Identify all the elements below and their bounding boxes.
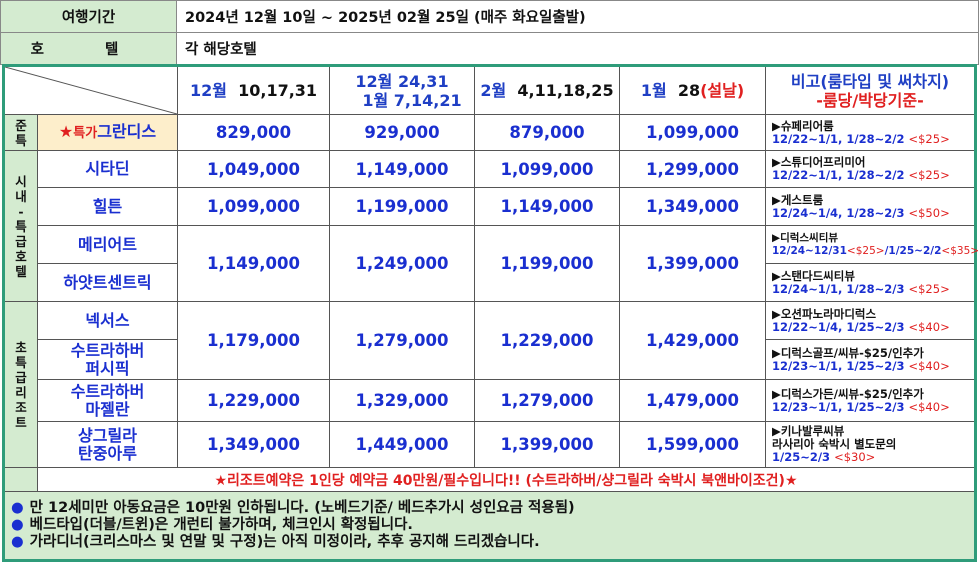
hotel-name-cell: 샹그릴라 탄중아루 <box>37 421 178 468</box>
remark-cell: ▶오션파노라마디럭스 12/22~1/4, 1/25~2/3 <$40> <box>765 301 976 340</box>
hotel-name-cell: 힐튼 <box>37 187 178 226</box>
price-cell: 1,479,000 <box>619 379 766 422</box>
footnote-1: ● 만 12세미만 아동요금은 10만원 인하됩니다. (노베드기준/ 베드추가시… <box>11 500 575 516</box>
hotel-value: 각 해당호텔 <box>176 32 979 65</box>
price-cell: 1,199,000 <box>474 225 620 302</box>
bullet-icon: ● <box>11 534 24 550</box>
header-row: 12월 10,17,31 12월 24,31 1월 7,14,21 2월 4,1… <box>3 65 976 115</box>
price-cell: 879,000 <box>474 114 620 151</box>
remark-cell: ▶디럭스골프/씨뷰-$25/인추가 12/23~1/1, 1/25~2/3 <$… <box>765 339 976 380</box>
deposit-notice: ★리조트예약은 1인당 예약금 40만원/필수입니다!! (수트라하버/샹그릴라… <box>37 467 976 492</box>
trip-info-table: 여행기간 2024년 12월 10일 ~ 2025년 02월 25일 (매주 화… <box>0 0 979 65</box>
price-cell: 1,099,000 <box>474 150 620 188</box>
price-cell: 1,229,000 <box>177 379 330 422</box>
table-row: 샹그릴라 탄중아루 1,349,000 1,449,000 1,399,000 1… <box>4 421 976 468</box>
price-cell: 1,429,000 <box>619 301 766 380</box>
price-cell: 1,179,000 <box>177 301 330 380</box>
price-cell: 1,049,000 <box>177 150 330 188</box>
period-value: 2024년 12월 10일 ~ 2025년 02월 25일 (매주 화요일출발) <box>176 0 979 33</box>
price-cell: 1,149,000 <box>474 187 620 226</box>
price-cell: 829,000 <box>177 114 330 151</box>
price-cell: 1,099,000 <box>619 114 766 151</box>
price-cell: 1,099,000 <box>177 187 330 226</box>
table-row: 수트라하버 마젤란 1,229,000 1,329,000 1,279,000 1… <box>4 379 976 422</box>
price-cell: 1,399,000 <box>619 225 766 302</box>
price-cell: 1,399,000 <box>474 421 620 468</box>
hotel-name-cell: 넥서스 <box>37 301 178 340</box>
price-cell: 1,349,000 <box>619 187 766 226</box>
price-cell: 1,349,000 <box>177 421 330 468</box>
remark-cell: ▶슈페리어룸 12/22~1/1, 1/28~2/2 <$25> <box>765 114 976 151</box>
footnote-row: ● 만 12세미만 아동요금은 10만원 인하됩니다. (노베드기준/ 베드추가시… <box>3 491 976 561</box>
star-icon: ★ <box>58 121 74 141</box>
footnote-3: ● 가라디너(크리스마스 및 연말 및 구정)는 아직 미정이라, 추후 공지해 … <box>11 534 540 550</box>
hotel-name-cell: 메리어트 <box>37 225 178 264</box>
table-row: 메리어트 1,149,000 1,249,000 1,199,000 1,399… <box>4 225 979 302</box>
footnote-2: ● 베드타입(더블/트윈)은 개런티 불가하며, 체크인시 확정됩니다. <box>11 517 413 533</box>
hotel-name-cell: 시타딘 <box>37 150 178 188</box>
remark-cell: ▶게스트룸 12/24~1/4, 1/28~2/3 <$50> <box>765 187 976 226</box>
period-label: 여행기간 <box>0 0 177 33</box>
col-header-feb: 2월 4,11,18,25 <box>474 65 620 115</box>
hotel-name-cell: 하얏트센트릭 <box>37 263 178 302</box>
col-header-dec: 12월 10,17,31 <box>177 65 330 115</box>
price-cell: 1,279,000 <box>329 301 475 380</box>
col-header-dec-jan: 12월 24,31 1월 7,14,21 <box>329 65 475 115</box>
price-cell: 1,249,000 <box>329 225 475 302</box>
price-cell: 1,149,000 <box>329 150 475 188</box>
price-cell: 1,229,000 <box>474 301 620 380</box>
price-cell: 1,449,000 <box>329 421 475 468</box>
price-cell: 1,329,000 <box>329 379 475 422</box>
bullet-icon: ● <box>11 517 24 533</box>
remark-cell: ▶키나발루씨뷰 라사리아 숙박시 별도문의 1/25~2/3 <$30> <box>765 421 976 468</box>
col-header-lunar: 1월 28(설날) <box>619 65 766 115</box>
remark-cell: ▶디럭스씨티뷰 12/24~12/31<$25>/1/25~2/2<$35> <box>765 225 979 264</box>
price-cell: 1,199,000 <box>329 187 475 226</box>
diagonal-header-cell <box>3 65 178 115</box>
table-row: 하얏트센트릭 ▶스탠다드씨티뷰 12/24~1/1, 1/28~2/3 <$25… <box>4 263 976 302</box>
bullet-icon: ● <box>11 500 24 516</box>
hotel-name-cell: 수트라하버 마젤란 <box>37 379 178 422</box>
price-cell: 1,149,000 <box>177 225 330 302</box>
diagonal-line <box>5 67 177 114</box>
banner-row: ★리조트예약은 1인당 예약금 40만원/필수입니다!! (수트라하버/샹그릴라… <box>3 467 976 492</box>
hotel-label: 호 텔 <box>0 32 177 65</box>
price-cell: 1,599,000 <box>619 421 766 468</box>
table-row: 힐튼 1,099,000 1,199,000 1,149,000 1,349,0… <box>4 187 976 226</box>
hotel-name-cell: 수트라하버 퍼시픽 <box>37 339 178 380</box>
price-table: 12월 10,17,31 12월 24,31 1월 7,14,21 2월 4,1… <box>2 64 979 562</box>
col-header-remarks: 비고(룸타입 및 써차지) -룸당/박당기준- <box>765 65 976 115</box>
remark-cell: ▶스탠다드씨티뷰 12/24~1/1, 1/28~2/3 <$25> <box>765 263 976 302</box>
footnotes: ● 만 12세미만 아동요금은 10만원 인하됩니다. (노베드기준/ 베드추가시… <box>3 491 976 561</box>
remark-cell: ▶스튜디어프리미어 12/22~1/1, 1/28~2/2 <$25> <box>765 150 976 188</box>
hotel-name-cell: ★특가그란디스 <box>37 114 178 151</box>
remark-cell: ▶디럭스가든/씨뷰-$25/인추가 12/23~1/1, 1/25~2/3 <$… <box>765 379 976 422</box>
table-row: 수트라하버 퍼시픽 ▶디럭스골프/씨뷰-$25/인추가 12/23~1/1, 1/… <box>4 339 976 380</box>
price-cell: 1,299,000 <box>619 150 766 188</box>
price-cell: 1,279,000 <box>474 379 620 422</box>
price-cell: 929,000 <box>329 114 475 151</box>
banner-spacer <box>3 467 38 492</box>
